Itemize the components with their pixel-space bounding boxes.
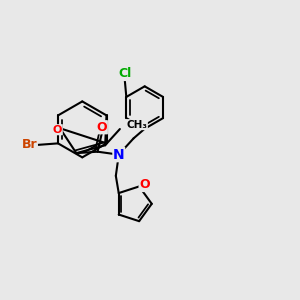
Text: O: O [53, 125, 62, 135]
Text: Br: Br [22, 138, 37, 151]
Text: Cl: Cl [118, 68, 131, 80]
Text: O: O [139, 178, 150, 191]
Text: N: N [113, 148, 124, 162]
Text: CH₃: CH₃ [126, 120, 147, 130]
Text: O: O [97, 121, 107, 134]
